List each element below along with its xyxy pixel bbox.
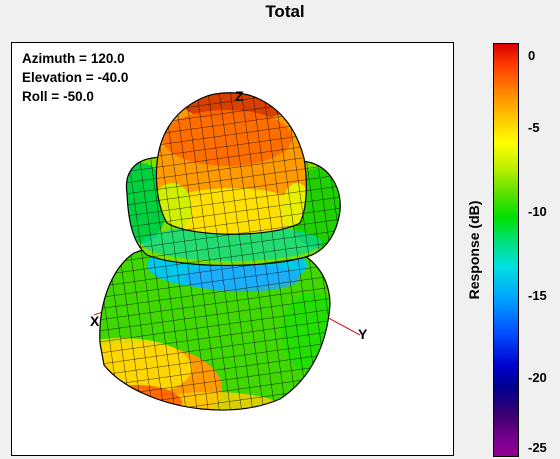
roll-value: -50.0 [63,89,94,104]
y-axis-label: Y [358,326,368,342]
colorbar-tick-10: -10 [528,204,547,219]
colorbar-tick-20: -20 [528,370,547,385]
azimuth-value: 120.0 [90,51,125,66]
colorbar-label: Response (dB) [466,200,482,300]
colorbar-tick-25: -25 [528,440,547,455]
azimuth-label: Azimuth = [22,51,87,66]
x-axis-label: X [90,313,100,329]
3d-pattern-plot[interactable]: X Y Z Azimuth = 120.0 Elevation = -40.0 Ro… [11,42,454,456]
pattern-top-lobe [155,92,307,235]
colorbar [493,43,519,457]
elevation-label: Elevation = [22,70,94,85]
elevation-readout: Elevation = -40.0 [22,70,128,85]
colorbar-tick-0: 0 [528,48,536,63]
z-axis-label: Z [235,88,244,104]
colorbar-tick-15: -15 [528,288,547,303]
pattern-surface-canvas[interactable]: X Y Z [12,43,454,456]
roll-label: Roll = [22,89,60,104]
colorbar-tick-5: -5 [528,120,540,135]
roll-readout: Roll = -50.0 [22,89,94,104]
pattern-bottom-lobe [99,240,331,411]
plot-title: Total [265,2,305,21]
elevation-value: -40.0 [97,70,129,85]
azimuth-readout: Azimuth = 120.0 [22,51,125,66]
